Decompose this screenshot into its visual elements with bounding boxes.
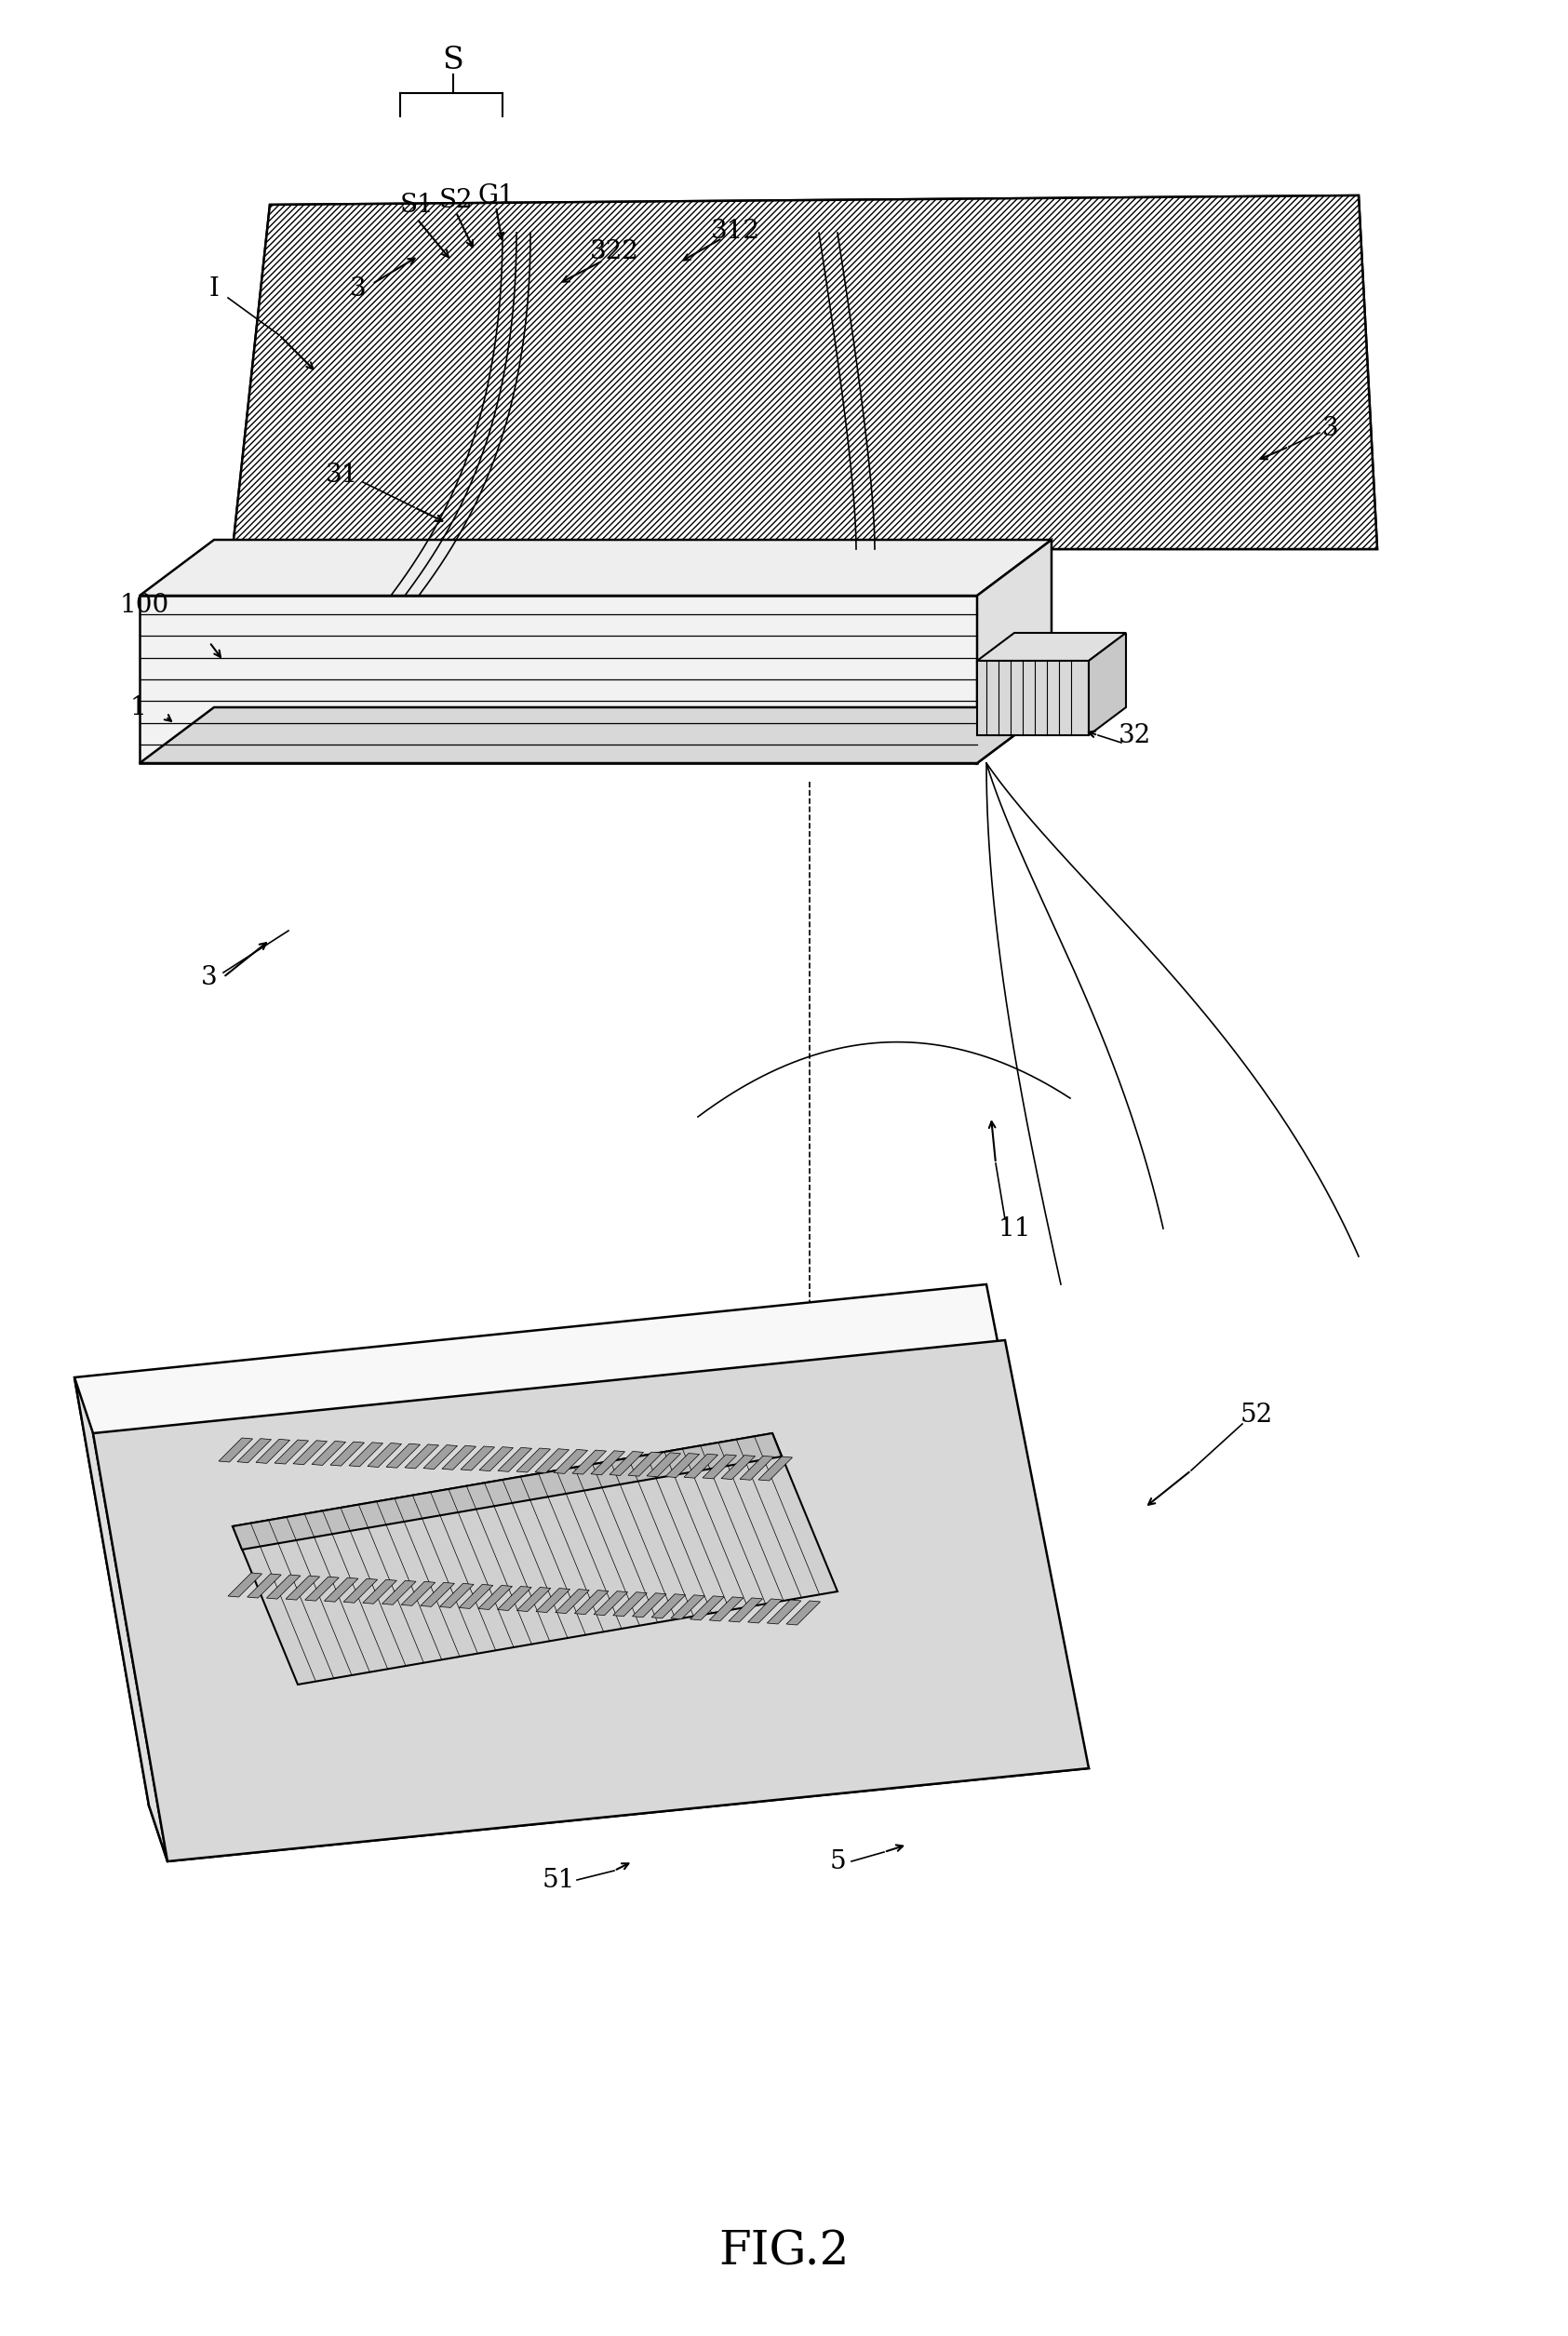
Polygon shape xyxy=(442,1446,477,1469)
Polygon shape xyxy=(574,1591,608,1614)
Polygon shape xyxy=(748,1598,782,1624)
Polygon shape xyxy=(325,1577,358,1602)
Polygon shape xyxy=(218,1439,252,1462)
Polygon shape xyxy=(140,596,977,764)
Text: 5: 5 xyxy=(829,1848,845,1873)
Text: 3: 3 xyxy=(350,276,367,301)
Polygon shape xyxy=(227,1572,262,1598)
Polygon shape xyxy=(343,1579,378,1602)
Polygon shape xyxy=(517,1586,550,1612)
Polygon shape xyxy=(497,1586,532,1610)
Polygon shape xyxy=(306,1577,339,1600)
Polygon shape xyxy=(702,1455,737,1479)
Polygon shape xyxy=(499,1448,532,1472)
Polygon shape xyxy=(405,1444,439,1469)
Polygon shape xyxy=(232,196,1377,549)
Polygon shape xyxy=(729,1598,762,1621)
Polygon shape xyxy=(652,1593,685,1619)
Polygon shape xyxy=(613,1593,648,1617)
Polygon shape xyxy=(459,1584,492,1610)
Polygon shape xyxy=(367,1444,401,1467)
Text: S: S xyxy=(442,47,464,75)
Polygon shape xyxy=(632,1593,666,1617)
Polygon shape xyxy=(274,1439,309,1465)
Text: 3: 3 xyxy=(201,965,218,990)
Polygon shape xyxy=(977,633,1126,661)
Text: 51: 51 xyxy=(543,1866,575,1892)
Polygon shape xyxy=(74,1285,1069,1806)
Polygon shape xyxy=(690,1595,724,1621)
Polygon shape xyxy=(684,1453,718,1479)
Polygon shape xyxy=(267,1574,301,1598)
Text: 52: 52 xyxy=(1240,1402,1273,1427)
Polygon shape xyxy=(74,1378,168,1862)
Polygon shape xyxy=(401,1581,436,1605)
Polygon shape xyxy=(256,1439,290,1462)
Polygon shape xyxy=(140,708,1052,764)
Text: 32: 32 xyxy=(1120,722,1151,748)
Text: 312: 312 xyxy=(710,217,760,243)
Text: 3: 3 xyxy=(1322,416,1339,442)
Polygon shape xyxy=(665,1453,699,1476)
Text: I: I xyxy=(209,276,220,301)
Polygon shape xyxy=(610,1451,643,1476)
Polygon shape xyxy=(248,1574,281,1598)
Polygon shape xyxy=(93,1341,1088,1862)
Polygon shape xyxy=(461,1446,494,1469)
Polygon shape xyxy=(786,1600,820,1626)
Polygon shape xyxy=(350,1441,383,1467)
Polygon shape xyxy=(478,1586,513,1610)
Polygon shape xyxy=(149,1712,1088,1862)
Polygon shape xyxy=(312,1441,345,1465)
Text: 100: 100 xyxy=(119,593,169,617)
Text: 322: 322 xyxy=(590,238,638,264)
Text: S2: S2 xyxy=(439,187,474,213)
Polygon shape xyxy=(383,1581,416,1605)
Polygon shape xyxy=(285,1577,320,1600)
Text: 11: 11 xyxy=(997,1217,1030,1240)
Polygon shape xyxy=(591,1451,626,1474)
Polygon shape xyxy=(629,1453,662,1476)
Polygon shape xyxy=(362,1579,397,1605)
Polygon shape xyxy=(386,1444,420,1467)
Text: 1: 1 xyxy=(130,694,146,719)
Polygon shape xyxy=(420,1581,455,1607)
Polygon shape xyxy=(293,1441,328,1465)
Polygon shape xyxy=(740,1455,773,1481)
Polygon shape xyxy=(767,1600,801,1624)
Polygon shape xyxy=(536,1588,571,1612)
Polygon shape xyxy=(1088,633,1126,736)
Polygon shape xyxy=(594,1591,627,1614)
Polygon shape xyxy=(439,1584,474,1607)
Text: 31: 31 xyxy=(326,463,359,488)
Polygon shape xyxy=(423,1446,458,1469)
Polygon shape xyxy=(721,1455,756,1479)
Polygon shape xyxy=(671,1595,704,1619)
Polygon shape xyxy=(237,1439,271,1462)
Polygon shape xyxy=(572,1451,607,1474)
Polygon shape xyxy=(516,1448,550,1472)
Text: S1: S1 xyxy=(400,192,434,217)
Text: G1: G1 xyxy=(478,182,514,208)
Polygon shape xyxy=(646,1453,681,1476)
Polygon shape xyxy=(232,196,1377,549)
Polygon shape xyxy=(709,1598,743,1621)
Polygon shape xyxy=(977,540,1052,764)
Polygon shape xyxy=(480,1446,513,1472)
Polygon shape xyxy=(977,661,1088,736)
Polygon shape xyxy=(759,1458,792,1481)
Polygon shape xyxy=(535,1448,569,1474)
Polygon shape xyxy=(140,540,1052,596)
Text: FIG.2: FIG.2 xyxy=(718,2229,848,2275)
Polygon shape xyxy=(331,1441,364,1467)
Polygon shape xyxy=(555,1588,590,1614)
Polygon shape xyxy=(554,1448,588,1474)
Polygon shape xyxy=(232,1434,782,1549)
Polygon shape xyxy=(232,1434,837,1684)
